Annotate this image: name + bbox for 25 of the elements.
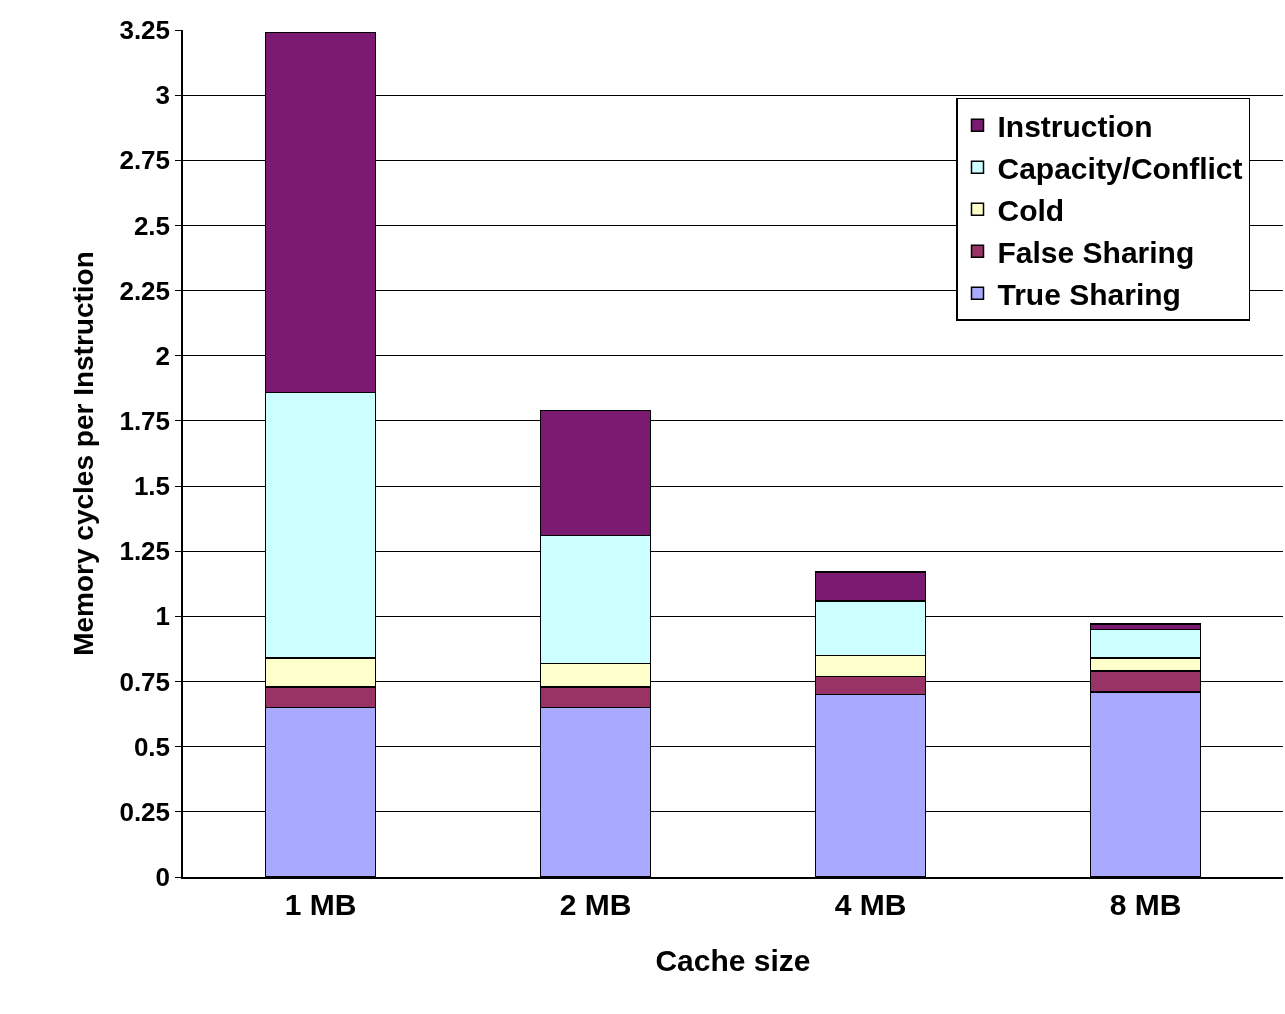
y-tick-label: 3 (155, 80, 171, 111)
y-tick-label: 2.5 (133, 210, 171, 241)
legend-label: Cold (997, 193, 1065, 227)
y-tick-label: 3.25 (119, 15, 171, 46)
y-tick-label: 1 (155, 601, 171, 632)
x-tick-label: 2 MB (559, 887, 632, 921)
legend-label: True Sharing (997, 277, 1181, 311)
legend-label: False Sharing (997, 235, 1195, 269)
legend-label: Capacity/Conflict (997, 151, 1243, 185)
y-tick-label: 0.75 (119, 666, 171, 697)
x-tick-label: 1 MB (284, 887, 357, 921)
y-tick-label: 0 (155, 862, 171, 893)
legend-label: Instruction (997, 109, 1153, 143)
y-tick-label: 2.25 (119, 275, 171, 306)
y-axis-title: Memory cycles per Instruction (67, 251, 99, 656)
y-tick-label: 0.25 (119, 796, 171, 827)
y-tick-label: 1.25 (119, 536, 171, 567)
y-tick-label: 1.5 (133, 471, 171, 502)
y-tick-label: 2 (155, 340, 171, 371)
x-tick-label: 4 MB (834, 887, 907, 921)
y-tick-label: 1.75 (119, 406, 171, 437)
x-axis-title: Cache size (655, 943, 811, 977)
y-tick-label: 0.5 (133, 731, 171, 762)
y-tick-label: 2.75 (119, 145, 171, 176)
x-tick-label: 8 MB (1109, 887, 1182, 921)
